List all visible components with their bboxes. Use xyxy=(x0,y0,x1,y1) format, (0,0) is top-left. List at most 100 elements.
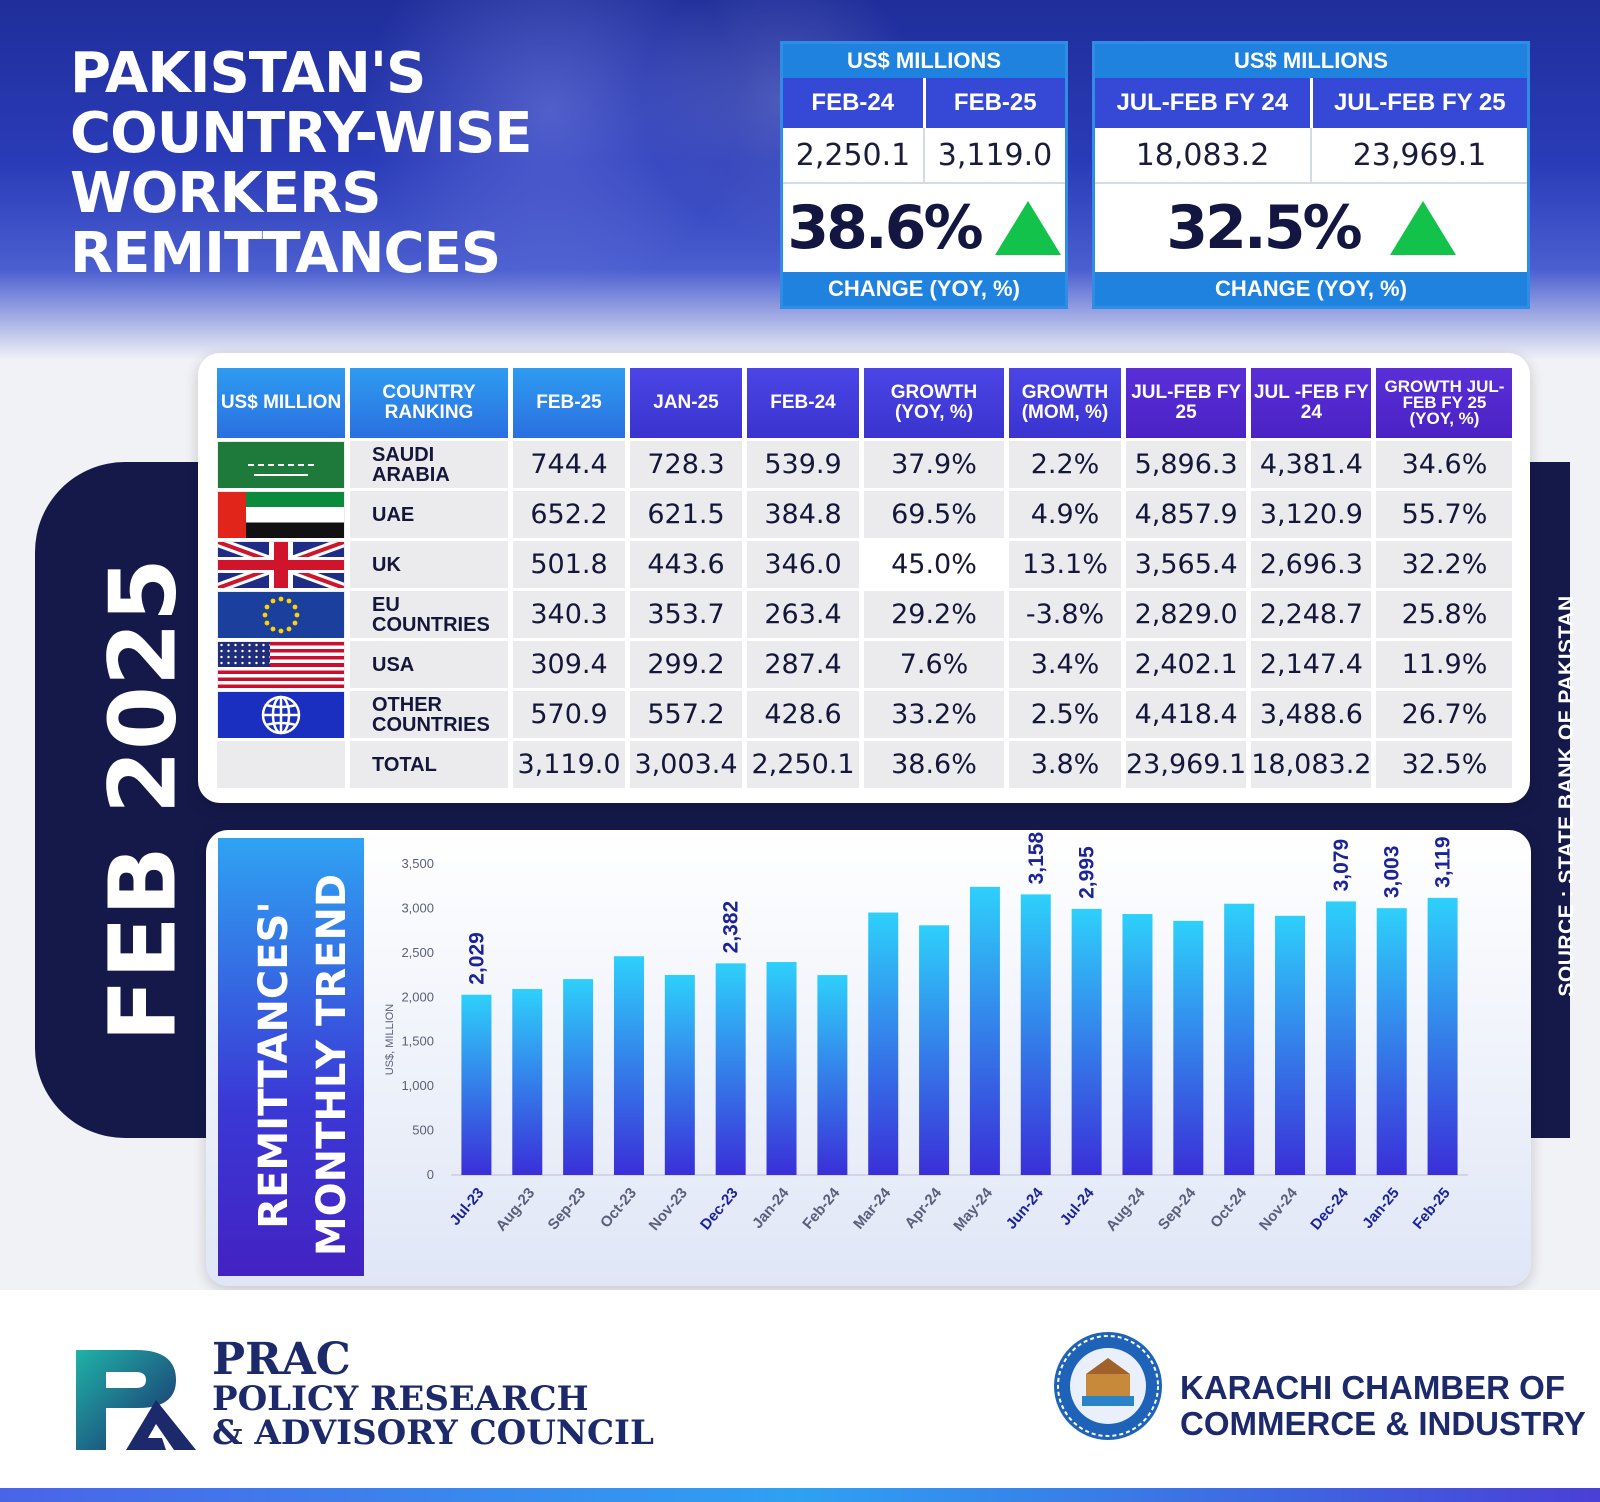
table-cell: 428.6 xyxy=(747,691,859,738)
table-cell: 3,120.9 xyxy=(1251,491,1372,538)
table-cell: 2,696.3 xyxy=(1251,541,1372,588)
table-cell: 13.1% xyxy=(1009,541,1121,588)
header-feb24: FEB-24 xyxy=(747,368,859,438)
table-cell: 2.5% xyxy=(1009,691,1121,738)
bar xyxy=(1173,920,1204,1175)
table-cell: 3.8% xyxy=(1009,741,1121,788)
x-tick-label: Jan-25 xyxy=(1359,1185,1403,1232)
title-line: COUNTRY-WISE xyxy=(70,101,533,166)
table-header-row: US$ MILLION COUNTRY RANKING FEB-25 JAN-2… xyxy=(217,368,1513,438)
table-cell: 34.6% xyxy=(1376,441,1513,488)
header-country: COUNTRY RANKING xyxy=(350,368,508,438)
country-name: EU COUNTRIES xyxy=(350,591,508,638)
header-unit: US$ MILLION xyxy=(217,368,345,438)
table-cell: 3.4% xyxy=(1009,641,1121,688)
eu-flag xyxy=(218,591,344,638)
data-label: 3,003 xyxy=(1381,846,1404,899)
header-growth-mom: GROWTH (MOM, %) xyxy=(1009,368,1121,438)
chart-title-box: REMITTANCES' MONTHLY TREND xyxy=(218,838,364,1276)
x-tick-label: Oct-24 xyxy=(1207,1184,1250,1231)
bar xyxy=(461,994,492,1175)
x-tick-label: Aug-23 xyxy=(493,1185,539,1235)
title-line: PAKISTAN'S xyxy=(70,41,426,106)
bar xyxy=(563,979,594,1175)
monthly-trend-chart: 0 500 1,000 1,500 2,000 2,500 3,000 3,500 US$, M… xyxy=(384,832,1468,1235)
table-cell: 23,969.1 xyxy=(1126,741,1247,788)
bar xyxy=(1376,908,1407,1175)
header-growth-julfeb: GROWTH JUL-FEB FY 25 (YOY, %) xyxy=(1376,368,1513,438)
table-cell: 2,402.1 xyxy=(1126,641,1247,688)
x-tick-label: Nov-23 xyxy=(646,1185,691,1234)
table-card: US$ MILLION COUNTRY RANKING FEB-25 JAN-2… xyxy=(198,353,1530,803)
bar xyxy=(1224,903,1255,1175)
table-cell: 3,488.6 xyxy=(1251,691,1372,738)
x-tick-label: Jul-23 xyxy=(447,1185,488,1229)
x-tick-label: Dec-23 xyxy=(697,1185,742,1234)
up-arrow-icon xyxy=(1389,201,1456,255)
title-line: WORKERS xyxy=(70,161,382,226)
prac-logo xyxy=(76,1350,196,1450)
y-tick-label: 2,000 xyxy=(401,989,434,1004)
uae-flag xyxy=(218,491,344,538)
x-tick-label: Sep-24 xyxy=(1155,1184,1200,1233)
table-row: SAUDI ARABIA 744.4 728.3 539.9 37.9% 2.2… xyxy=(217,441,1513,488)
table-cell: 263.4 xyxy=(747,591,859,638)
y-tick-label: 3,000 xyxy=(401,900,434,915)
data-label: 3,158 xyxy=(1025,832,1048,885)
x-tick-label: Feb-24 xyxy=(799,1184,844,1232)
country-name: OTHER COUNTRIES xyxy=(350,691,508,738)
bar xyxy=(868,912,899,1175)
bar xyxy=(715,963,746,1175)
x-tick-label: Jul-24 xyxy=(1057,1184,1098,1229)
y-tick-label: 0 xyxy=(427,1167,434,1182)
kcci-seal-logo xyxy=(1054,1332,1162,1440)
table-cell: 4,857.9 xyxy=(1126,491,1247,538)
table-cell: 38.6% xyxy=(864,741,1004,788)
kpi-unit-label: US$ MILLIONS xyxy=(783,44,1065,78)
kpi-monthly-card: US$ MILLIONS FEB-24 FEB-25 2,250.1 3,119… xyxy=(780,41,1068,309)
prac-title: PRAC xyxy=(212,1334,351,1385)
y-tick-label: 1,500 xyxy=(401,1034,434,1049)
table-row: UK 501.8 443.6 346.0 45.0% 13.1% 3,565.4… xyxy=(217,541,1513,588)
table-cell: 2.2% xyxy=(1009,441,1121,488)
bar xyxy=(766,962,797,1175)
kpi-value: 23,969.1 xyxy=(1310,128,1527,182)
x-tick-label: Jun-24 xyxy=(1003,1184,1048,1232)
table-cell: 340.3 xyxy=(513,591,625,638)
table-cell: 2,147.4 xyxy=(1251,641,1372,688)
header-jan25: JAN-25 xyxy=(630,368,742,438)
table-cell: 728.3 xyxy=(630,441,742,488)
bar xyxy=(512,989,543,1175)
table-cell: 4.9% xyxy=(1009,491,1121,538)
bar xyxy=(817,975,848,1175)
bar xyxy=(969,886,1000,1175)
table-cell: 26.7% xyxy=(1376,691,1513,738)
table-cell: 32.2% xyxy=(1376,541,1513,588)
bar xyxy=(1427,897,1458,1175)
prac-name: PRAC POLICY RESEARCH & ADVISORY COUNCIL xyxy=(212,1334,654,1451)
bar xyxy=(1071,908,1102,1175)
data-label: 2,995 xyxy=(1076,846,1099,899)
table-cell: 652.2 xyxy=(513,491,625,538)
table-cell: 18,083.2 xyxy=(1251,741,1372,788)
kpi-change-label: CHANGE (YOY, %) xyxy=(1095,272,1527,306)
table-cell: 3,565.4 xyxy=(1126,541,1247,588)
bar xyxy=(1122,914,1153,1175)
header-julfeb-fy24: JUL -FEB FY 24 xyxy=(1251,368,1372,438)
y-tick-label: 1,000 xyxy=(401,1078,434,1093)
x-tick-label: Dec-24 xyxy=(1307,1184,1352,1233)
kpi-col-header: FEB-25 xyxy=(922,78,1065,128)
data-label: 3,079 xyxy=(1330,839,1353,892)
x-tick-label: Apr-24 xyxy=(902,1184,946,1232)
table-cell: 539.9 xyxy=(747,441,859,488)
footer-stripe xyxy=(0,1488,1600,1502)
table-total-row: TOTAL 3,119.0 3,003.4 2,250.1 38.6% 3.8%… xyxy=(217,741,1513,788)
title-line: REMITTANCES xyxy=(70,221,501,286)
footer: PRAC POLICY RESEARCH & ADVISORY COUNCIL … xyxy=(0,1290,1600,1502)
bar xyxy=(1275,915,1306,1175)
country-name: SAUDI ARABIA xyxy=(350,441,508,488)
table-cell: 309.4 xyxy=(513,641,625,688)
bar xyxy=(613,956,644,1175)
table-cell: 443.6 xyxy=(630,541,742,588)
table-cell: 25.8% xyxy=(1376,591,1513,638)
